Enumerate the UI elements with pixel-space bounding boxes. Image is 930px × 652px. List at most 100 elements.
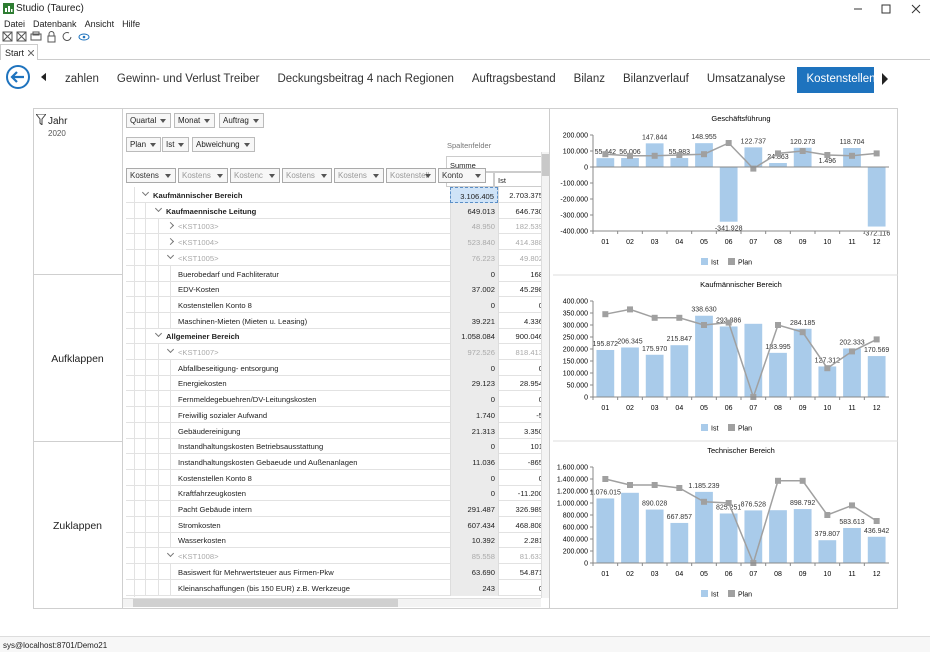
filter-icon[interactable] [36, 114, 46, 125]
plan-marker [873, 336, 880, 343]
filter-value[interactable]: 2020 [48, 129, 66, 138]
report-tab[interactable]: zahlen [65, 73, 99, 85]
pivot-row[interactable]: Kraftfahrzeugkosten 0 -11.200 [126, 485, 546, 502]
bar [596, 498, 615, 563]
tree-toggle[interactable] [166, 550, 175, 558]
tree-toggle[interactable] [154, 330, 163, 338]
horizontal-scrollbar[interactable] [123, 598, 541, 607]
row-label: Freiwillig sozialer Aufwand [178, 410, 268, 420]
plan-marker [725, 140, 732, 146]
pivot-row[interactable]: Wasserkosten 10.392 2.281 [126, 532, 546, 549]
menu-item[interactable]: Ansicht [84, 19, 115, 29]
row-field[interactable]: Kostens [282, 168, 332, 183]
y-tick-label: -300.000 [560, 213, 588, 220]
window-controls[interactable] [840, 0, 930, 18]
pivot-row[interactable]: <KST1003> 48.950 182.539 [126, 218, 546, 235]
pivot-row[interactable]: Abfallbeseitigung- entsorgung 00 [126, 359, 546, 376]
pivot-row[interactable]: Maschinen-Mieten (Mieten u. Leasing) 39.2… [126, 312, 546, 329]
tab-label[interactable]: Start [5, 48, 25, 58]
pivot-row[interactable]: Buerobedarf und Fachliteratur 0 168 [126, 265, 546, 282]
ist-cell: 3.350 [498, 422, 546, 439]
tree-toggle[interactable] [166, 251, 175, 259]
pivot-row[interactable]: Kaufmännischer Bereich 3.106.405 2.703.375 [126, 187, 546, 203]
filter-label[interactable]: Jahr [48, 116, 68, 127]
row-field[interactable]: Kostenc [230, 168, 280, 183]
row-label: <KST1008> [178, 552, 219, 562]
report-tab[interactable]: Deckungsbeitrag 4 nach Regionen [277, 73, 454, 85]
pivot-row[interactable]: Kostenstellen Konto 8 00 [126, 296, 546, 313]
report-tab[interactable]: Auftragsbestand [471, 73, 556, 85]
tree-toggle[interactable] [154, 204, 163, 212]
row-field[interactable]: Kostenstell [386, 168, 436, 183]
data-field[interactable]: Plan [126, 137, 162, 152]
tree-line [170, 296, 171, 313]
menu-item[interactable]: Datei [4, 19, 26, 29]
pivot-row[interactable]: Kostenstellen Konto 8 00 [126, 469, 546, 486]
row-label: Fernmeldegebuehren/DV-Leitungskosten [178, 395, 317, 405]
y-tick-label: -100.000 [560, 181, 588, 188]
pivot-row[interactable]: Instandhaltungskosten Gebaeude und Außen… [126, 453, 546, 470]
row-label: Pacht Gebäude intern [178, 505, 252, 514]
row-label: <KST1004> [178, 238, 219, 248]
pivot-row[interactable]: Kaufmaennische Leitung 649.013 646.730 [126, 202, 546, 219]
tree-line [145, 344, 146, 360]
tree-toggle[interactable] [166, 345, 175, 354]
row-label: Kostenstellen Konto 8 [178, 300, 252, 310]
pivot-row[interactable]: EDV-Kosten 37.002 45.298 [126, 281, 546, 298]
filter-field[interactable]: Auftrag [219, 113, 264, 128]
tree-line [170, 281, 171, 298]
nav-next[interactable] [880, 72, 890, 86]
filter-field[interactable]: Monat [174, 113, 216, 128]
row-label: Instandhaltungskosten Betriebsausstattun… [178, 442, 324, 452]
tab-close[interactable] [28, 50, 34, 56]
bar [818, 540, 837, 563]
pivot-row[interactable]: Freiwillig sozialer Aufwand 1.740 -5 [126, 406, 546, 423]
filter-field[interactable]: Quartal [126, 113, 172, 128]
pivot-row[interactable]: <KST1007> 972.526 818.413 [126, 344, 546, 360]
nav-controls[interactable] [6, 65, 46, 91]
data-field[interactable]: Ist [162, 137, 190, 152]
report-tab[interactable]: Bilanzverlauf [622, 73, 689, 85]
expand-button[interactable]: Aufklappen [51, 353, 104, 365]
tree-line [158, 359, 159, 376]
pivot-row[interactable]: Instandhaltungskosten Betriebsausstattun… [126, 438, 546, 455]
tree-toggle[interactable] [166, 222, 175, 230]
pivot-row[interactable]: Basiswert für Mehrwertsteuer aus Firmen-… [126, 563, 546, 580]
plan-cell: 48.950 [450, 218, 498, 235]
tree-toggle[interactable] [141, 188, 150, 197]
menu-item[interactable]: Datenbank [33, 19, 77, 29]
vertical-scrollbar[interactable] [541, 152, 549, 598]
legend-swatch [701, 424, 708, 431]
pivot-row[interactable]: Kleinanschaffungen (bis 150 EUR) z.B. We… [126, 579, 546, 596]
tree-toggle[interactable] [166, 238, 175, 246]
start-tab[interactable]: Start [0, 44, 38, 60]
report-tab[interactable]: Gewinn- und Verlust Treiber [116, 73, 260, 85]
pivot-row[interactable]: Fernmeldegebuehren/DV-Leitungskosten 00 [126, 391, 546, 408]
row-field[interactable]: Kostens [178, 168, 228, 183]
pivot-row[interactable]: <KST1005> 76.223 49.802 [126, 249, 546, 266]
report-tab[interactable]: Kostenstellen [797, 67, 874, 93]
bar [695, 315, 713, 397]
ist-cell: 2.703.375 [498, 187, 546, 203]
pivot-row[interactable]: Energiekosten 29.123 28.954 [126, 375, 546, 392]
row-field[interactable]: Kostens [334, 168, 384, 183]
pivot-row[interactable]: <KST1004> 523.840 414.388 [126, 234, 546, 251]
menu-item[interactable]: Hilfe [122, 19, 141, 29]
report-tab[interactable]: Umsatzanalyse [706, 73, 786, 85]
row-field[interactable]: Konto [438, 168, 486, 183]
plan-marker [651, 152, 658, 159]
toolbar[interactable] [2, 31, 92, 43]
pivot-row[interactable]: Pacht Gebäude intern 291.487 326.989 [126, 501, 546, 517]
scroll-thumb[interactable] [133, 599, 398, 607]
row-field[interactable]: Kostens [126, 168, 176, 183]
document-tabs: Start [0, 44, 930, 60]
y-tick-label: 50.000 [567, 383, 589, 390]
scroll-thumb[interactable] [542, 154, 549, 176]
pivot-row[interactable]: Gebäudereinigung 21.313 3.350 [126, 422, 546, 439]
collapse-button[interactable]: Zuklappen [52, 520, 103, 532]
report-tab[interactable]: Bilanz [573, 73, 605, 85]
pivot-row[interactable]: Allgemeiner Bereich 1.058.084 900.046 [126, 328, 546, 345]
pivot-row[interactable]: Stromkosten 607.434 468.808 [126, 516, 546, 533]
data-field[interactable]: Abweichung [192, 137, 255, 152]
pivot-row[interactable]: <KST1008> 85.558 81.633 [126, 548, 546, 565]
